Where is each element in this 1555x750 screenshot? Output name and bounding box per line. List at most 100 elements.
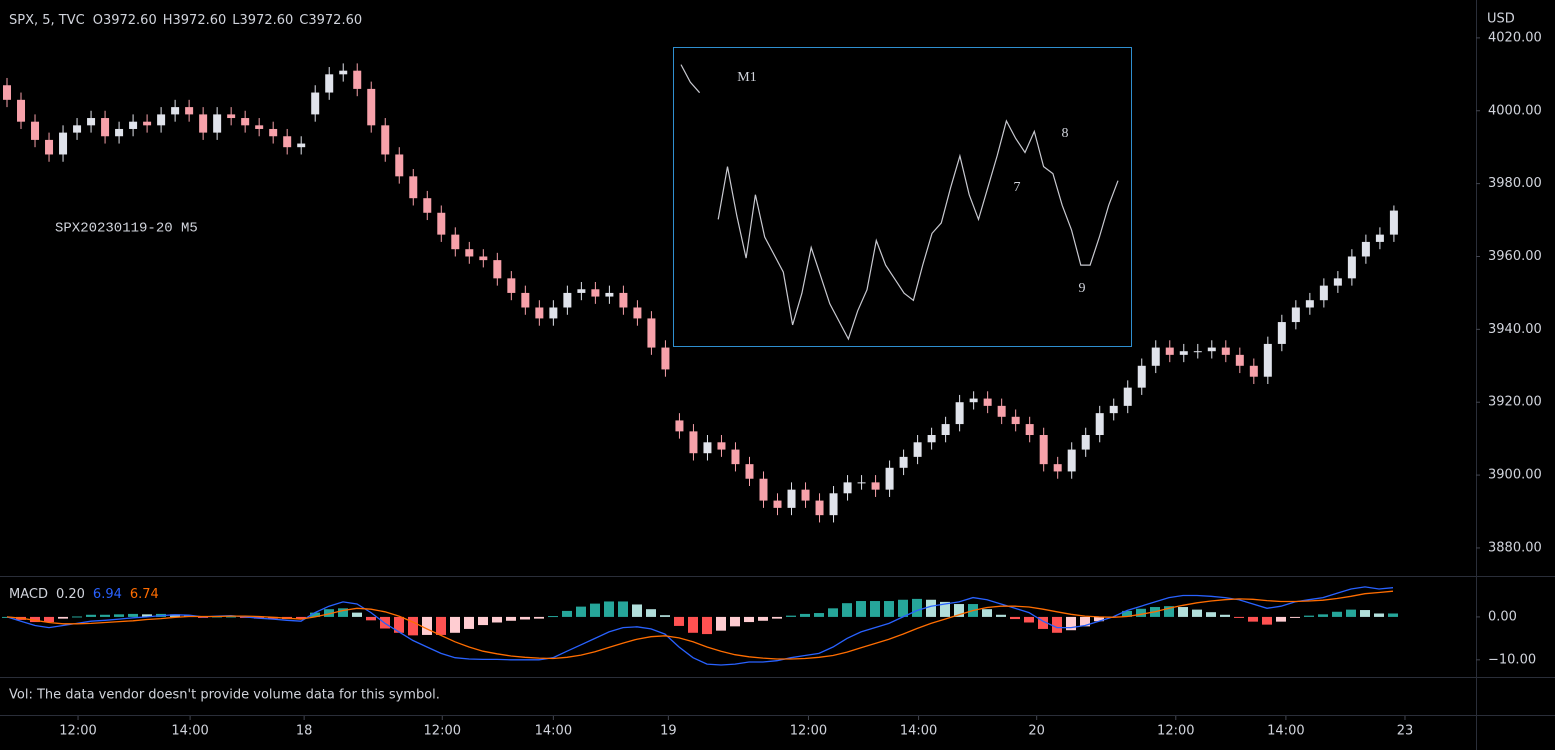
- candle-body: [1249, 365, 1258, 377]
- candle-body: [269, 128, 278, 137]
- signal-line: [6, 590, 1394, 660]
- histogram-bar: [940, 601, 950, 617]
- histogram-bar: [1066, 616, 1076, 631]
- candle-body: [955, 402, 964, 425]
- candle-body: [703, 442, 712, 454]
- candle-body: [927, 435, 936, 443]
- annotation: SPX20230119-20 M5: [55, 221, 198, 237]
- symbol: SPX, 5, TVC: [9, 13, 85, 28]
- inset-label: 7: [1014, 180, 1021, 195]
- candle-body: [1193, 351, 1202, 353]
- inset-label: 9: [1079, 281, 1086, 296]
- candle-body: [157, 114, 166, 126]
- histogram-bar: [800, 613, 810, 617]
- histogram-bar: [912, 598, 922, 617]
- candle-body: [857, 482, 866, 484]
- candle-body: [717, 442, 726, 450]
- candle-body: [325, 74, 334, 93]
- candle-body: [871, 482, 880, 490]
- histogram-bar: [464, 616, 474, 629]
- candle-body: [465, 249, 474, 257]
- candle-body: [1221, 347, 1230, 355]
- histogram-bar: [870, 601, 880, 617]
- candle-body: [115, 128, 124, 137]
- candle-body: [423, 198, 432, 213]
- candle-body: [801, 489, 810, 501]
- candle-body: [731, 449, 740, 465]
- candle-body: [521, 292, 530, 308]
- histogram-bar: [982, 609, 992, 617]
- ohlc-value: 3972.60: [173, 13, 227, 28]
- x-tick-label: 14:00: [171, 724, 208, 739]
- histogram-bar: [688, 616, 698, 633]
- histogram-bar: [422, 616, 432, 635]
- ohlc-value: 3972.60: [308, 13, 362, 28]
- candle-body: [1039, 435, 1048, 465]
- histogram-bar: [408, 616, 418, 636]
- histogram-bar: [814, 613, 824, 617]
- histogram-bar: [1192, 609, 1202, 617]
- candle-body: [619, 292, 628, 308]
- candle-body: [507, 278, 516, 293]
- histogram-bar: [1136, 608, 1146, 617]
- x-tick-label: 12:00: [59, 724, 96, 739]
- candle-body: [143, 121, 152, 126]
- candle-body: [647, 318, 656, 348]
- candle-body: [241, 118, 250, 126]
- candle-body: [17, 99, 26, 122]
- candle-body: [409, 176, 418, 199]
- candle-body: [899, 456, 908, 468]
- x-tick-label: 18: [296, 724, 313, 739]
- x-tick-label: 14:00: [1267, 724, 1304, 739]
- candle-body: [815, 500, 824, 516]
- x-tick-label: 23: [1397, 724, 1414, 739]
- candle-body: [31, 121, 40, 140]
- inset-line: [680, 64, 1119, 341]
- candle-body: [535, 307, 544, 319]
- x-tick-label: 20: [1028, 724, 1045, 739]
- candle-body: [1179, 351, 1188, 355]
- histogram-bar: [1052, 616, 1062, 633]
- histogram-bar: [996, 614, 1006, 617]
- y-tick-label: 4000.00: [1488, 103, 1542, 118]
- candle-body: [829, 493, 838, 516]
- histogram-bar: [1010, 616, 1020, 620]
- x-tick-label: 14:00: [900, 724, 937, 739]
- candle-body: [1361, 241, 1370, 257]
- histogram-bar: [142, 614, 152, 617]
- histogram-bar: [450, 616, 460, 633]
- candle-body: [1151, 347, 1160, 366]
- histogram-bar: [30, 616, 40, 623]
- candle-body: [577, 289, 586, 293]
- histogram-bar: [394, 616, 404, 633]
- histogram-bar: [590, 603, 600, 617]
- histogram-bar: [674, 616, 684, 626]
- histogram-bar: [1206, 612, 1216, 617]
- candle-body: [605, 292, 614, 297]
- histogram-bar: [506, 616, 516, 621]
- histogram-bar: [1290, 616, 1300, 618]
- histogram-bar: [716, 616, 726, 631]
- histogram-bar: [520, 616, 530, 620]
- candle-body: [395, 154, 404, 177]
- candle-body: [1207, 347, 1216, 352]
- histogram-bar: [128, 613, 138, 617]
- histogram-bar: [548, 616, 558, 618]
- histogram-bar: [100, 614, 110, 617]
- y-tick-label: 3960.00: [1488, 249, 1542, 264]
- histogram-bar: [324, 609, 334, 617]
- candle-body: [353, 70, 362, 89]
- histogram-bar: [926, 599, 936, 617]
- candle-body: [1263, 343, 1272, 377]
- histogram-bar: [828, 608, 838, 617]
- histogram-bar: [534, 616, 544, 619]
- histogram-bar: [1038, 616, 1048, 629]
- histogram-bar: [618, 601, 628, 617]
- candle-body: [1165, 347, 1174, 355]
- histogram-bar: [576, 606, 586, 617]
- histogram-bar: [478, 616, 488, 626]
- candle-body: [381, 125, 390, 155]
- histogram-bar: [1178, 607, 1188, 617]
- histogram-bar: [436, 616, 446, 635]
